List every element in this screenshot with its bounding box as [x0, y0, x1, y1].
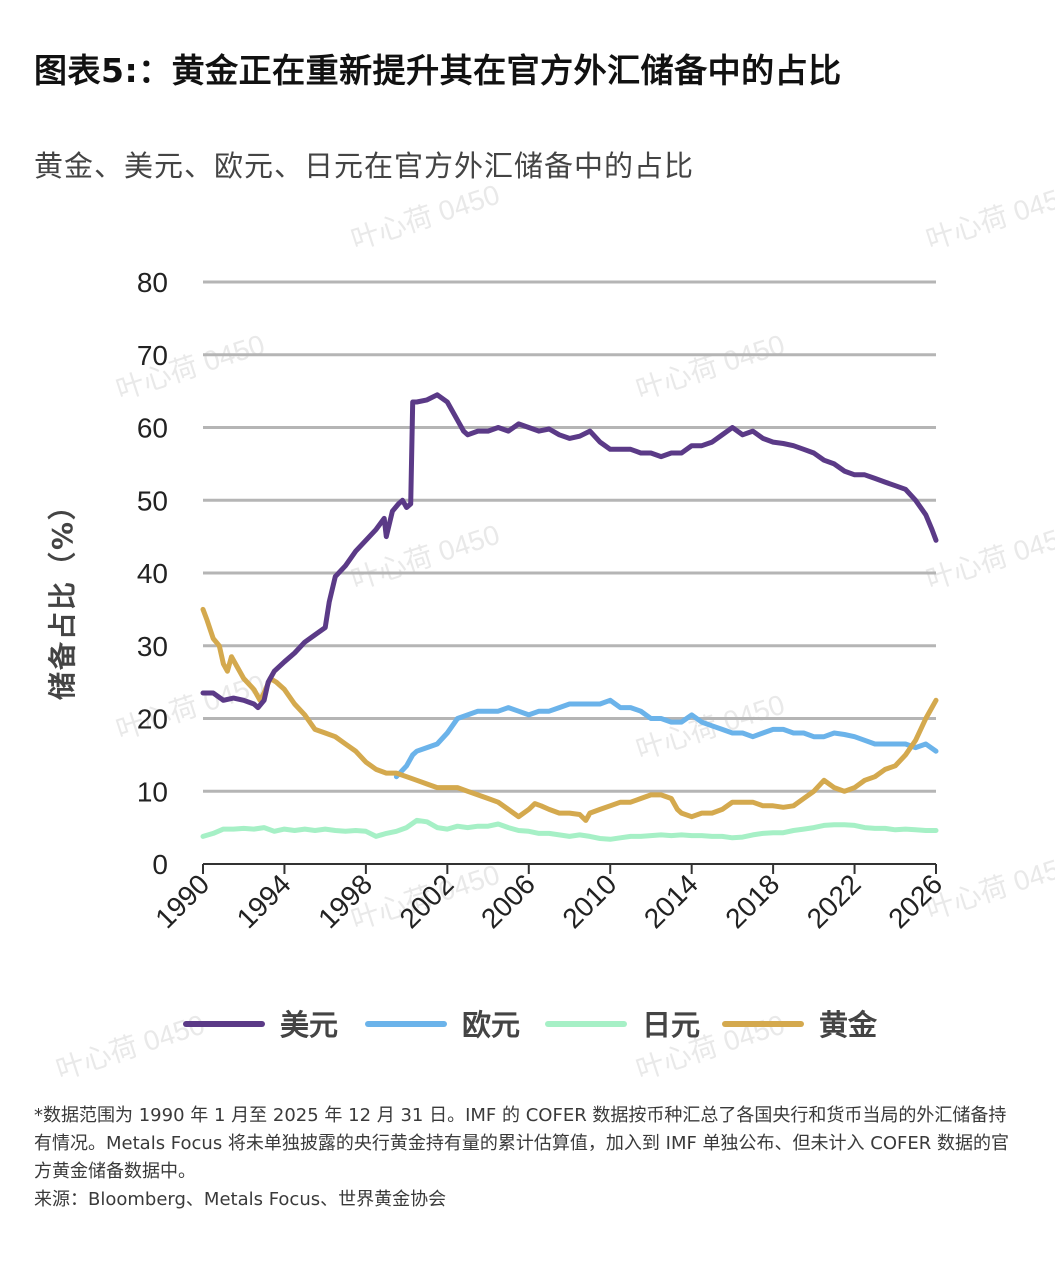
watermark-2: 叶心荷 0450	[112, 329, 268, 406]
y-tick-label: 10	[137, 776, 168, 807]
watermark-1: 叶心荷 0450	[922, 179, 1055, 256]
x-tick-label: 2018	[719, 868, 785, 934]
series-line-黄金	[200, 606, 939, 823]
y-tick-label: 30	[137, 631, 168, 662]
watermarks: 叶心荷 0450 叶心荷 0450 叶心荷 0450 叶心荷 0450 叶心荷 0450…	[52, 179, 1055, 1086]
series-lines	[200, 392, 939, 842]
watermark-4: 叶心荷 0450	[347, 519, 503, 596]
watermark-0: 叶心荷 0450	[347, 179, 503, 256]
watermark-10: 叶心荷 0450	[52, 1009, 208, 1086]
gridlines	[203, 280, 936, 865]
x-tick-label: 2022	[801, 868, 867, 934]
y-tick-label: 20	[137, 704, 168, 735]
y-axis-label: 储备占比（%）	[46, 490, 79, 700]
series-line-日元	[200, 817, 939, 842]
footnotes: *数据范围为 1990 年 1 月至 2025 年 12 月 31 日。IMF …	[34, 1102, 1024, 1214]
x-tick-label: 2014	[638, 868, 704, 934]
line-chart: 叶心荷 0450 叶心荷 0450 叶心荷 0450 叶心荷 0450 叶心荷 0450…	[46, 179, 1055, 1086]
legend-label-黄金: 黄金	[819, 1008, 878, 1042]
figure-title: 图表5:：黄金正在重新提升其在官方外汇储备中的占比	[34, 51, 842, 90]
y-axis-ticks: 0 10 20 30 40 50 60 70 80	[137, 267, 168, 880]
legend-label-美元: 美元	[280, 1008, 338, 1042]
y-tick-label: 50	[137, 485, 168, 516]
legend-label-日元: 日元	[642, 1008, 700, 1042]
series-line-欧元	[393, 697, 939, 780]
y-tick-label: 60	[137, 413, 168, 444]
y-tick-label: 40	[137, 558, 168, 589]
x-tick-label: 2010	[556, 868, 622, 934]
series-line-美元	[200, 392, 939, 711]
watermark-5: 叶心荷 0450	[922, 519, 1055, 596]
legend: 美元 欧元 日元 黄金	[183, 1008, 878, 1042]
y-tick-label: 0	[152, 849, 168, 880]
x-axis	[202, 864, 937, 874]
y-tick-label: 70	[137, 340, 168, 371]
y-tick-label: 80	[137, 267, 168, 298]
x-axis-ticks: 1990 1994 1998 2002 2006 2010 2014 2018 2022 2026	[149, 868, 948, 934]
watermark-3: 叶心荷 0450	[632, 329, 788, 406]
footnote-description: *数据范围为 1990 年 1 月至 2025 年 12 月 31 日。IMF …	[34, 1105, 1009, 1182]
source-line: 来源：Bloomberg、Metals Focus、世界黄金协会	[34, 1189, 447, 1210]
legend-label-欧元: 欧元	[462, 1008, 520, 1042]
chart-title: 黄金、美元、欧元、日元在官方外汇储备中的占比	[34, 149, 695, 183]
x-tick-label: 1994	[231, 868, 297, 934]
